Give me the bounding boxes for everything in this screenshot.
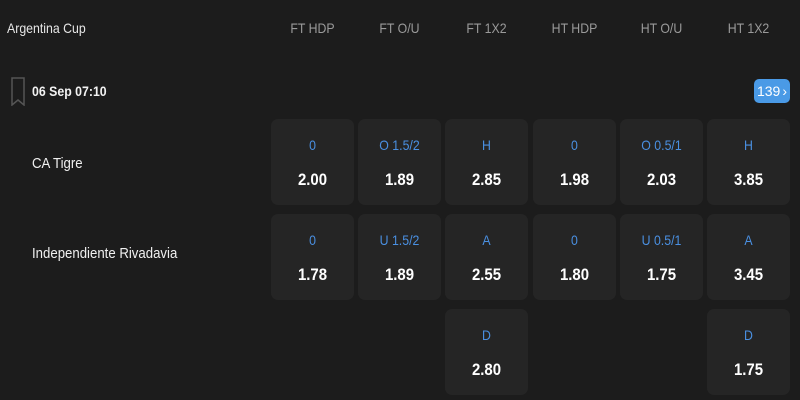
odds-value: 3.45 [733,265,764,284]
odds-line: A [482,232,491,248]
odds-button[interactable]: 0 1.80 [533,214,616,300]
odds-line: 0 [571,232,578,248]
odds-line: D [744,327,753,343]
column-header: HT 1X2 [727,20,770,36]
home-team: CA Tigre [32,155,83,172]
odds-button[interactable]: O 1.5/2 1.89 [358,119,441,205]
odds-value: 1.78 [297,265,328,284]
odds-value: 1.80 [559,265,590,284]
odds-button[interactable]: H 3.85 [707,119,790,205]
odds-button[interactable]: 0 1.98 [533,119,616,205]
odds-button[interactable]: U 0.5/1 1.75 [620,214,703,300]
more-markets-button[interactable]: 139 › [754,79,790,103]
odds-line: D [482,327,491,343]
odds-line: U 0.5/1 [641,232,682,248]
odds-value: 1.89 [384,265,415,284]
odds-value: 2.03 [646,170,677,189]
odds-line: 0 [309,232,316,248]
odds-button[interactable]: D 2.80 [445,309,528,395]
odds-line: 0 [309,137,316,153]
odds-value: 1.89 [384,170,415,189]
odds-value: 1.75 [733,360,764,379]
odds-value: 2.85 [471,170,502,189]
odds-button[interactable]: A 3.45 [707,214,790,300]
odds-line: O 0.5/1 [641,137,682,153]
bookmark-icon[interactable] [11,77,25,106]
odds-value: 2.00 [297,170,328,189]
odds-button[interactable]: D 1.75 [707,309,790,395]
column-header: FT O/U [379,20,420,36]
odds-line: H [744,137,753,153]
odds-button[interactable]: 0 1.78 [271,214,354,300]
column-header: HT HDP [551,20,598,36]
odds-button[interactable]: A 2.55 [445,214,528,300]
odds-value: 2.55 [471,265,502,284]
odds-line: U 1.5/2 [379,232,420,248]
column-header: HT O/U [640,20,683,36]
odds-value: 3.85 [733,170,764,189]
odds-line: 0 [571,137,578,153]
column-header: FT HDP [290,20,335,36]
odds-value: 1.98 [559,170,590,189]
odds-button[interactable]: 0 2.00 [271,119,354,205]
column-header: FT 1X2 [466,20,507,36]
odds-value: 1.75 [646,265,677,284]
chevron-right-icon: › [782,83,788,99]
more-count: 139 [756,83,781,99]
odds-line: A [744,232,753,248]
away-team: Independiente Rivadavia [32,245,178,262]
odds-button[interactable]: O 0.5/1 2.03 [620,119,703,205]
odds-value: 2.80 [471,360,502,379]
odds-line: O 1.5/2 [379,137,420,153]
match-date: 06 Sep 07:10 [32,83,107,99]
odds-line: H [482,137,491,153]
league-title: Argentina Cup [7,20,86,36]
odds-button[interactable]: U 1.5/2 1.89 [358,214,441,300]
odds-button[interactable]: H 2.85 [445,119,528,205]
